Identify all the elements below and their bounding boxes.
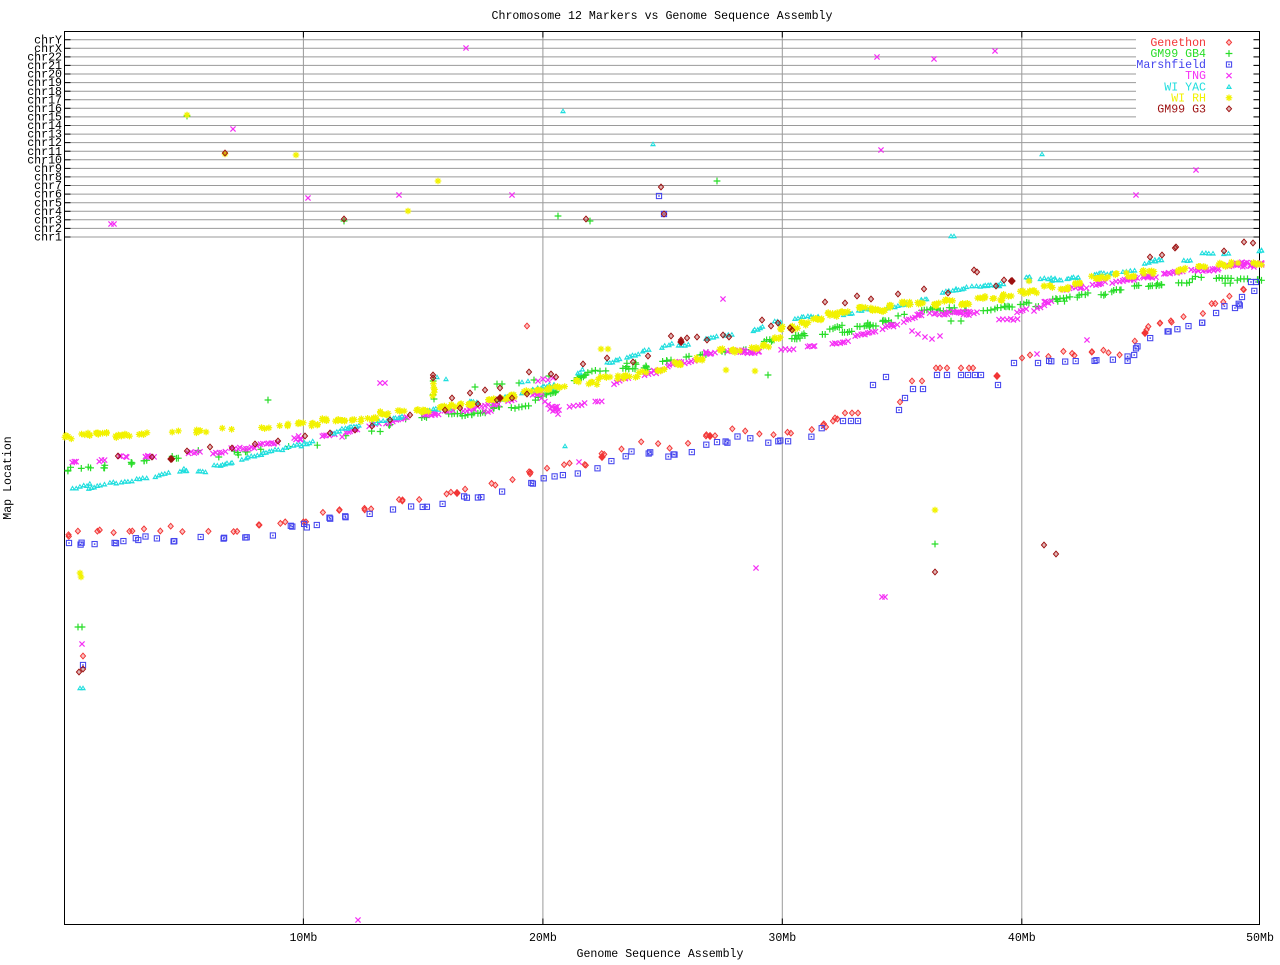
svg-text:30Mb: 30Mb <box>768 932 796 945</box>
svg-text:Genethon: Genethon <box>1150 37 1206 50</box>
svg-text:chr1: chr1 <box>34 232 62 245</box>
svg-text:chrY: chrY <box>34 34 62 47</box>
svg-text:GM99 G3: GM99 G3 <box>1157 103 1206 116</box>
svg-text:chr2: chr2 <box>34 223 62 236</box>
svg-text:GM99 GB4: GM99 GB4 <box>1150 48 1206 61</box>
svg-text:20Mb: 20Mb <box>529 932 557 945</box>
svg-text:50Mb: 50Mb <box>1246 932 1274 945</box>
svg-text:chr22: chr22 <box>27 52 62 65</box>
svg-text:chr9: chr9 <box>34 163 62 176</box>
svg-text:40Mb: 40Mb <box>1008 932 1036 945</box>
svg-text:WI RH: WI RH <box>1171 92 1206 105</box>
svg-text:chr21: chr21 <box>27 60 62 73</box>
svg-text:Chromosome 12 Markers vs Genom: Chromosome 12 Markers vs Genome Sequence… <box>492 10 833 23</box>
svg-text:chr16: chr16 <box>27 103 62 116</box>
svg-text:chrX: chrX <box>34 43 62 56</box>
svg-text:chr5: chr5 <box>34 197 62 210</box>
svg-text:chr8: chr8 <box>34 172 62 185</box>
svg-text:chr3: chr3 <box>34 214 62 227</box>
svg-text:chr17: chr17 <box>27 94 62 107</box>
svg-text:chr7: chr7 <box>34 180 62 193</box>
svg-text:chr4: chr4 <box>34 206 62 219</box>
svg-text:chr11: chr11 <box>27 146 62 159</box>
svg-text:TNG: TNG <box>1185 70 1206 83</box>
svg-text:chr6: chr6 <box>34 189 62 202</box>
svg-text:chr19: chr19 <box>27 77 62 90</box>
svg-text:Map Location: Map Location <box>2 436 15 520</box>
svg-text:chr20: chr20 <box>27 69 62 82</box>
svg-text:chr15: chr15 <box>27 112 62 125</box>
svg-text:10Mb: 10Mb <box>289 932 317 945</box>
svg-text:chr13: chr13 <box>27 129 62 142</box>
svg-text:WI YAC: WI YAC <box>1164 81 1206 94</box>
svg-text:chr14: chr14 <box>27 120 62 133</box>
svg-text:chr10: chr10 <box>27 154 62 167</box>
svg-text:chr18: chr18 <box>27 86 62 99</box>
svg-text:chr12: chr12 <box>27 137 62 150</box>
svg-text:Genome Sequence Assembly: Genome Sequence Assembly <box>577 948 744 960</box>
svg-text:Marshfield: Marshfield <box>1136 59 1206 72</box>
